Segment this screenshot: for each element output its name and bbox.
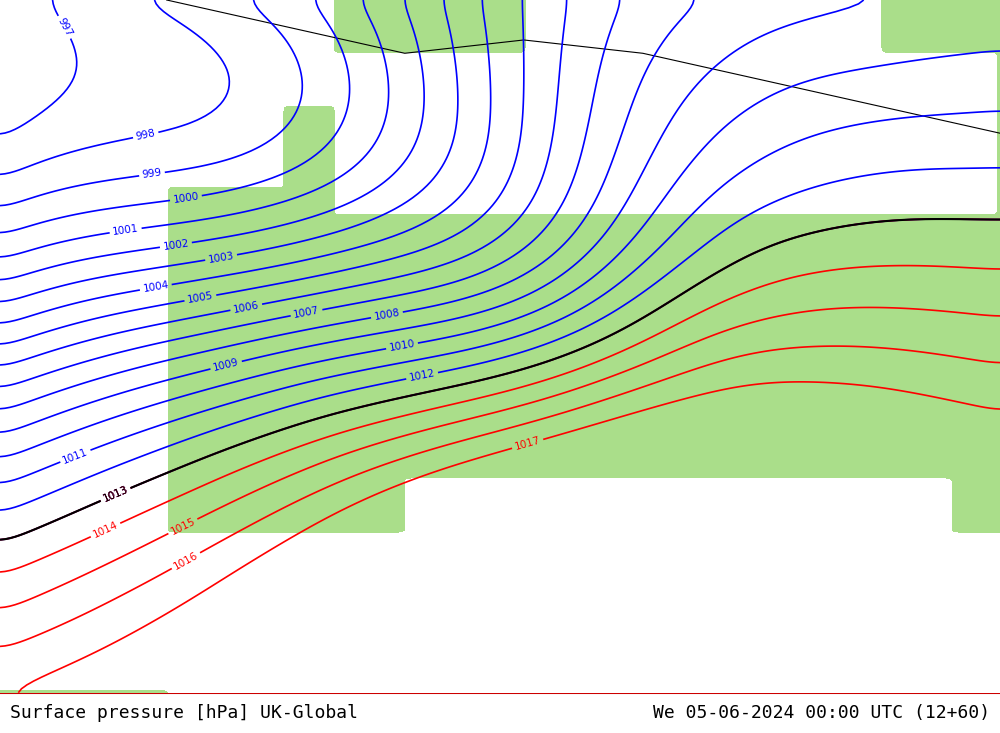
Text: 1013: 1013 [101,485,130,504]
Text: 1011: 1011 [61,446,89,465]
Text: We 05-06-2024 00:00 UTC (12+60): We 05-06-2024 00:00 UTC (12+60) [653,704,990,722]
Text: 1000: 1000 [172,191,200,205]
Text: 1009: 1009 [212,357,240,373]
Text: 1015: 1015 [169,516,197,537]
Text: 1001: 1001 [112,224,139,237]
Text: 1002: 1002 [162,238,190,252]
Text: 1013: 1013 [101,485,130,504]
Text: 1014: 1014 [91,520,120,540]
Text: 998: 998 [135,128,156,142]
Text: 1016: 1016 [172,550,200,572]
Text: 1008: 1008 [373,308,401,323]
Text: 1007: 1007 [293,306,320,320]
Text: Surface pressure [hPa] UK-Global: Surface pressure [hPa] UK-Global [10,704,358,722]
Text: 997: 997 [56,16,74,38]
Text: 1010: 1010 [388,339,416,353]
Text: 999: 999 [141,168,163,180]
Text: 1013: 1013 [101,485,130,504]
Text: 1004: 1004 [142,280,170,295]
Text: 1006: 1006 [232,300,260,314]
Text: 1012: 1012 [408,368,436,383]
Text: 1003: 1003 [207,251,235,265]
Text: 1005: 1005 [187,291,214,305]
Text: 1017: 1017 [514,435,542,452]
